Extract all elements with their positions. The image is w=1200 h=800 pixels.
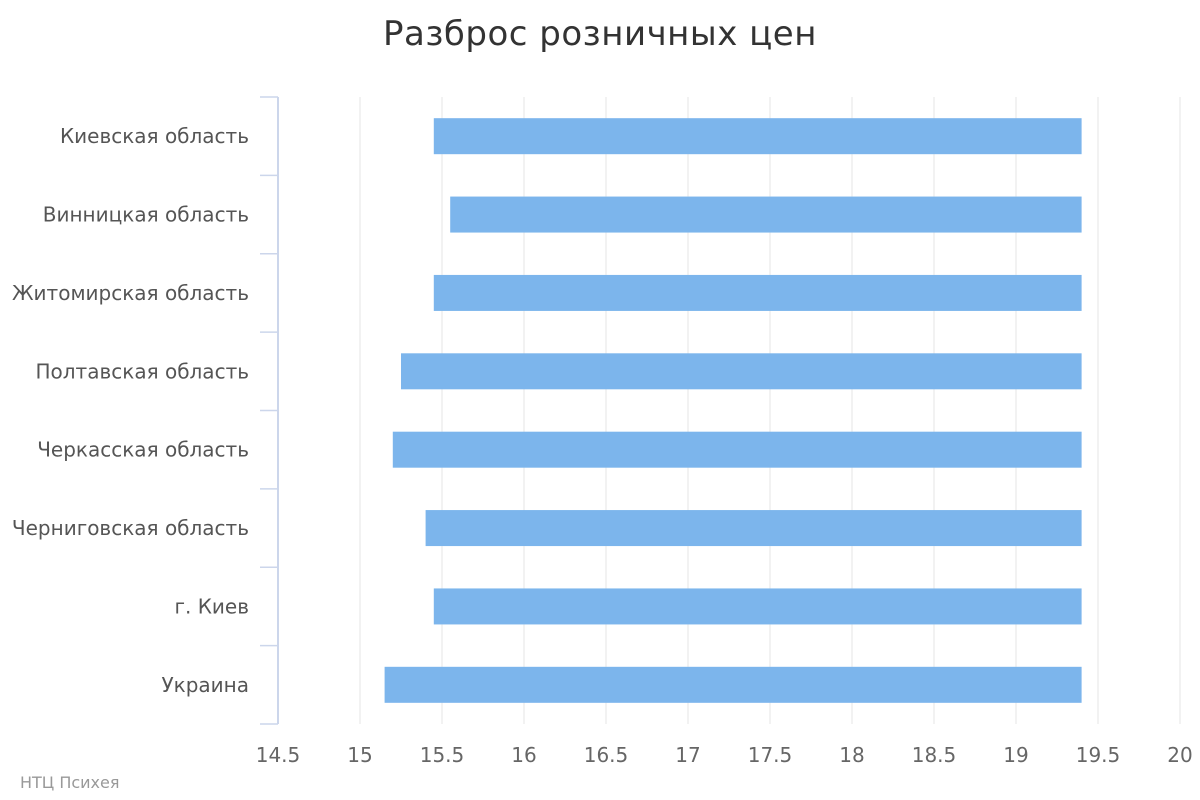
range-bar[interactable] xyxy=(384,666,1082,703)
category-label: Киевская область xyxy=(60,124,249,148)
range-bar[interactable] xyxy=(433,118,1082,155)
category-label: г. Киев xyxy=(174,594,249,618)
category-label: Черниговская область xyxy=(12,516,249,540)
x-tick-label: 16.5 xyxy=(584,743,629,767)
category-label: Черкасская область xyxy=(37,438,249,462)
x-tick-label: 14.5 xyxy=(256,743,301,767)
x-tick-label: 16 xyxy=(511,743,536,767)
x-tick-label: 20 xyxy=(1167,743,1192,767)
category-label: Украина xyxy=(161,673,249,697)
chart-credit[interactable]: НТЦ Психея xyxy=(20,773,120,792)
category-label: Полтавская область xyxy=(35,359,249,383)
x-tick-label: 17 xyxy=(675,743,700,767)
range-bar[interactable] xyxy=(433,588,1082,625)
range-bar[interactable] xyxy=(401,353,1082,390)
category-label: Винницкая область xyxy=(43,203,249,227)
chart-title: Разброс розничных цен xyxy=(383,14,817,54)
x-tick-label: 18 xyxy=(839,743,864,767)
x-tick-label: 19 xyxy=(1003,743,1028,767)
range-bar[interactable] xyxy=(392,431,1082,468)
x-tick-label: 18.5 xyxy=(912,743,957,767)
category-label: Житомирская область xyxy=(12,281,249,305)
range-bar[interactable] xyxy=(433,274,1082,311)
x-tick-label: 15 xyxy=(347,743,372,767)
x-tick-label: 17.5 xyxy=(748,743,793,767)
range-bar[interactable] xyxy=(450,196,1082,233)
range-bar[interactable] xyxy=(425,510,1082,547)
x-tick-label: 15.5 xyxy=(420,743,465,767)
x-tick-label: 19.5 xyxy=(1076,743,1121,767)
